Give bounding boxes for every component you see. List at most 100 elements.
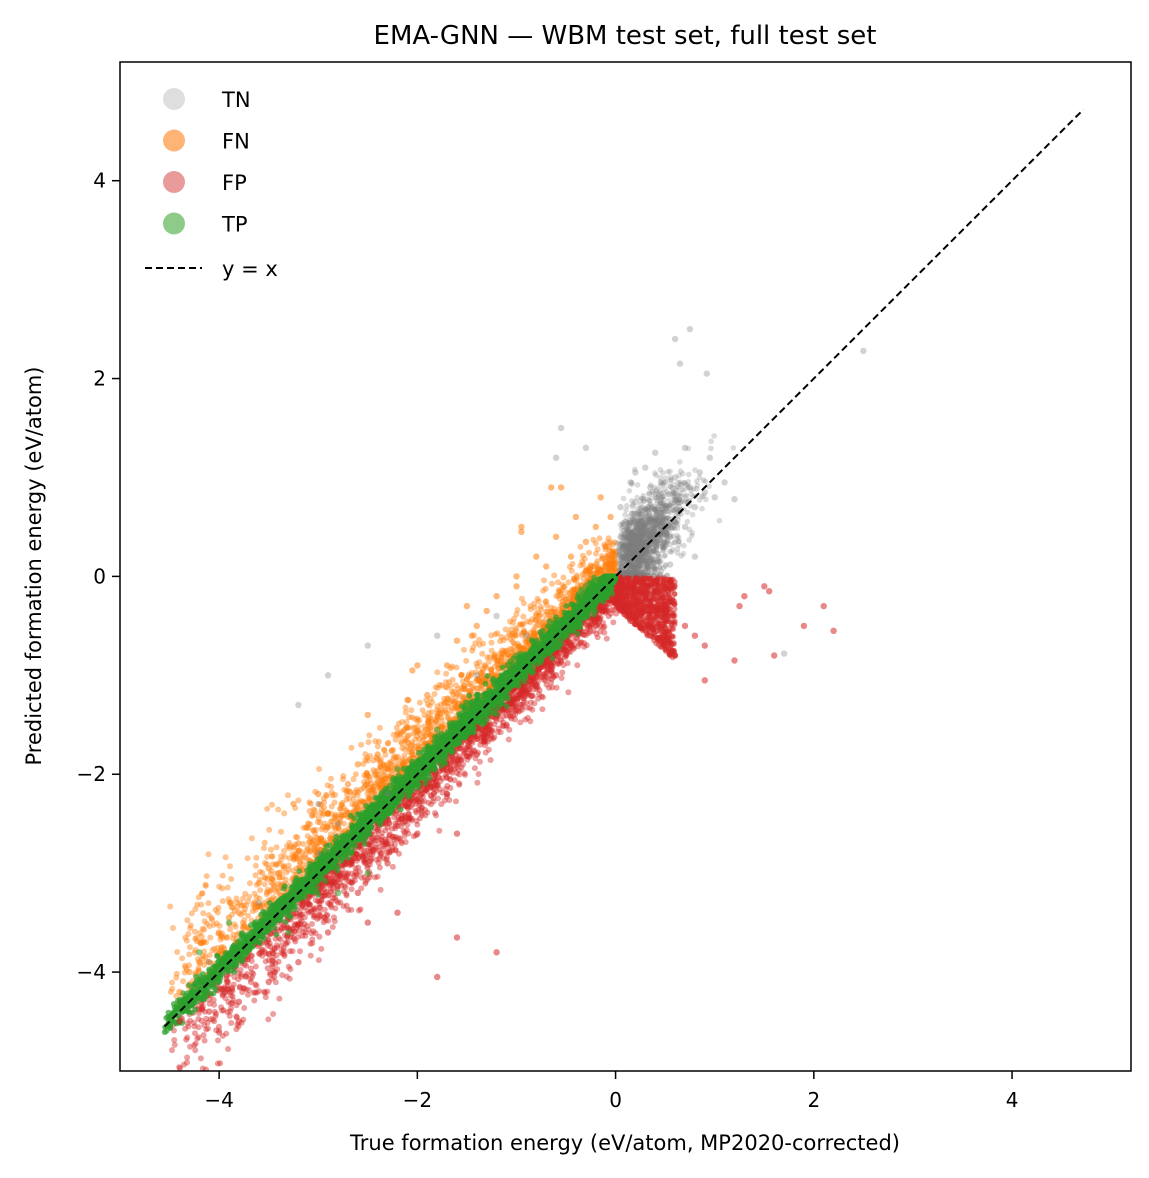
tn-point bbox=[681, 542, 687, 549]
tn-point bbox=[616, 547, 622, 553]
fn-point bbox=[227, 926, 234, 933]
tn-point bbox=[670, 547, 676, 553]
fn-point bbox=[375, 781, 382, 788]
tn-point bbox=[639, 569, 646, 576]
tn-point bbox=[629, 564, 635, 571]
tn-point bbox=[645, 503, 651, 510]
tn-point bbox=[628, 541, 634, 547]
fp-point bbox=[183, 1036, 190, 1043]
fn-point bbox=[264, 886, 271, 893]
tn-point bbox=[618, 531, 625, 537]
tn-point bbox=[650, 544, 656, 550]
fn-point bbox=[228, 876, 235, 882]
fn-point bbox=[449, 663, 456, 670]
tn-point bbox=[625, 550, 632, 556]
fn-point bbox=[199, 925, 206, 932]
fn-point bbox=[216, 922, 223, 929]
tn-point bbox=[640, 528, 646, 535]
fn-point bbox=[409, 748, 415, 755]
tn-point bbox=[620, 527, 627, 534]
fn-point bbox=[316, 766, 323, 772]
fn-point bbox=[261, 839, 268, 846]
tn-point bbox=[624, 542, 630, 548]
tn-point bbox=[634, 546, 641, 552]
tn-point bbox=[634, 548, 640, 554]
fn-point bbox=[488, 639, 495, 646]
tn-point bbox=[646, 491, 653, 497]
fn-point bbox=[398, 738, 404, 745]
tn-point bbox=[662, 509, 668, 516]
tn-point bbox=[653, 559, 660, 566]
tn-point bbox=[626, 488, 633, 494]
tn-point bbox=[637, 555, 643, 561]
tn-point bbox=[634, 570, 640, 576]
fn-point bbox=[458, 672, 465, 679]
tn-point bbox=[640, 555, 646, 562]
tn-point bbox=[638, 532, 645, 539]
fn-point bbox=[609, 541, 616, 548]
tn-point bbox=[706, 483, 712, 490]
fn-point bbox=[560, 584, 567, 591]
tn-point bbox=[650, 559, 657, 566]
fn-point bbox=[532, 623, 539, 630]
fn-point bbox=[467, 680, 474, 687]
tn-point bbox=[659, 540, 666, 547]
fn-point bbox=[244, 855, 251, 862]
tn-point bbox=[617, 558, 623, 564]
tn-point bbox=[675, 534, 682, 541]
tn-point bbox=[654, 495, 660, 501]
fn-point bbox=[488, 667, 495, 674]
tn-point bbox=[629, 515, 636, 521]
tn-point bbox=[627, 548, 634, 554]
tn-point bbox=[674, 525, 681, 531]
tn-point bbox=[663, 516, 669, 522]
tn-point bbox=[635, 527, 642, 534]
fn-point bbox=[197, 940, 204, 947]
tn-point bbox=[685, 479, 692, 485]
tn-point bbox=[629, 498, 635, 504]
tn-point bbox=[662, 503, 669, 510]
fn-point bbox=[444, 684, 451, 691]
fn-point bbox=[564, 589, 571, 596]
fn-point bbox=[262, 875, 269, 882]
fn-point bbox=[358, 741, 365, 748]
fn-point bbox=[404, 739, 411, 746]
fn-point bbox=[264, 853, 271, 860]
tn-point bbox=[625, 522, 632, 528]
fn-point bbox=[432, 684, 439, 691]
fn-point bbox=[434, 703, 441, 710]
tn-point bbox=[619, 543, 625, 549]
fn-point bbox=[200, 910, 207, 917]
tn-point bbox=[636, 556, 642, 563]
tn-point bbox=[648, 501, 654, 508]
tn-point bbox=[635, 530, 642, 537]
tn-point bbox=[634, 525, 641, 532]
tn-point bbox=[632, 520, 638, 526]
tn-point bbox=[650, 560, 656, 566]
fp-point bbox=[476, 758, 483, 765]
tn-point bbox=[648, 518, 655, 525]
tn-point bbox=[643, 506, 649, 512]
tn-point bbox=[680, 470, 686, 477]
fn-point bbox=[323, 791, 330, 798]
fn-point bbox=[358, 786, 364, 793]
fn-point bbox=[590, 536, 597, 543]
tn-point bbox=[621, 555, 628, 561]
tn-point bbox=[681, 487, 687, 493]
fn-point bbox=[498, 654, 505, 661]
tn-point bbox=[642, 541, 649, 548]
tn-point bbox=[652, 519, 658, 525]
tn-point bbox=[634, 525, 640, 531]
tn-point bbox=[635, 569, 642, 576]
tn-point bbox=[620, 555, 627, 562]
tn-point bbox=[651, 503, 657, 510]
tn-point bbox=[688, 532, 695, 539]
tn-point bbox=[646, 545, 652, 551]
tn-point bbox=[636, 519, 643, 526]
tn-point bbox=[650, 506, 656, 512]
tn-point bbox=[639, 540, 645, 547]
fp-point bbox=[543, 681, 550, 688]
fn-point bbox=[170, 925, 176, 931]
tn-point bbox=[641, 536, 647, 542]
